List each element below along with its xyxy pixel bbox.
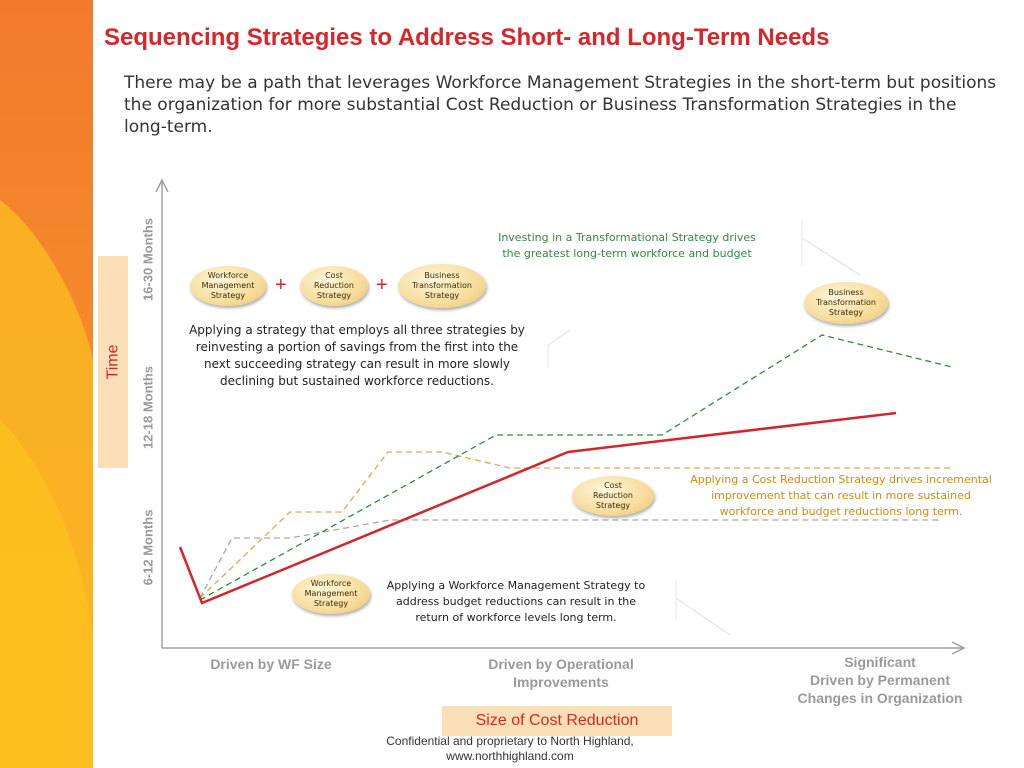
plus-sign: + (275, 274, 287, 296)
footer-confidential: Confidential and proprietary to North Hi… (386, 734, 634, 763)
wfm-strategy-badge: Workforce Management Strategy (190, 266, 266, 306)
time-axis-box (98, 256, 128, 468)
cost-reduction-annotation: Applying a Cost Reduction Strategy drive… (690, 473, 992, 518)
y-axis-arrowhead (155, 178, 169, 193)
x-axis-arrowhead (951, 641, 966, 655)
wfm-strategy-line (199, 519, 940, 599)
decorative-orange-band (0, 0, 93, 768)
wfm-strategy-badge: Workforce Management Strategy (292, 574, 370, 614)
business-transformation-badge: Business Transformation Strategy (398, 264, 486, 308)
x-category-significant: Significant Driven by Permanent Changes in… (797, 654, 963, 706)
cost-reduction-line (199, 451, 950, 599)
page-title: Sequencing Strategies to Address Short- … (104, 24, 830, 51)
x-axis-title: Size of Cost Reduction (442, 706, 672, 736)
page-subtitle: There may be a path that leverages Workf… (124, 73, 997, 137)
x-category-wf-size: Driven by WF Size (210, 656, 332, 672)
connector-line (547, 329, 571, 346)
connector-line (675, 597, 731, 636)
connector-line (801, 237, 861, 276)
cost-reduction-badge: Cost Reduction Strategy (300, 266, 368, 306)
business-transformation-badge: Business Transformation Strategy (804, 282, 888, 324)
cost-reduction-badge: Cost Reduction Strategy (572, 476, 654, 516)
transformation-annotation: Investing in a Transformational Strategy… (498, 231, 756, 260)
combined-strategy-annotation: Applying a strategy that employs all thr… (189, 323, 525, 388)
combined-strategy-line (178, 411, 897, 605)
plus-sign: + (376, 274, 388, 296)
x-category-operational: Driven by Operational Improvements (488, 656, 634, 690)
wfm-annotation: Applying a Workforce Management Strategy… (386, 579, 646, 624)
transformation-line (199, 334, 953, 601)
